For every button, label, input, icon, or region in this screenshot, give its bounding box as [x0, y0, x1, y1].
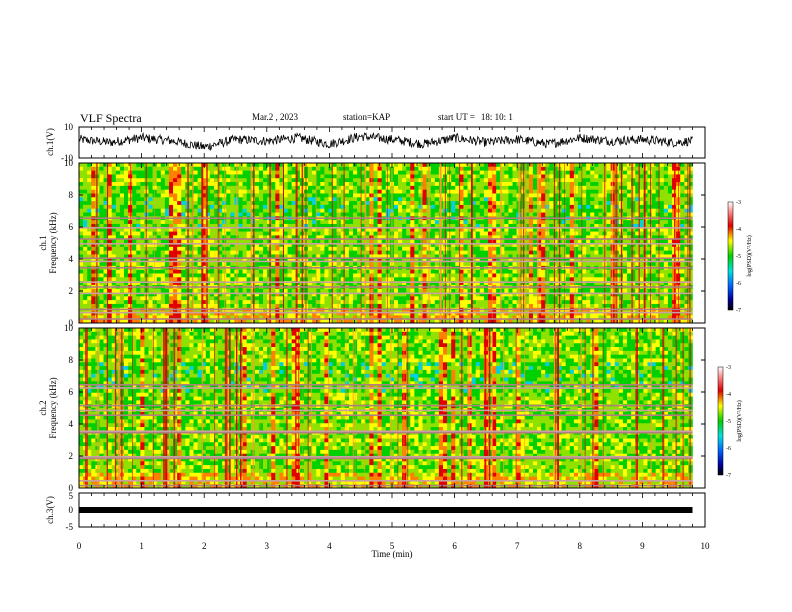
ch1-spec-ylabel: Frequency (kHz) [48, 212, 58, 273]
ch1-ytick-bottom: -10 [61, 153, 73, 163]
ch1-ylabel: ch.1(V) [45, 128, 55, 156]
ch2-band-9 [79, 387, 693, 389]
x-tick-label: 6 [452, 541, 457, 551]
x-tick-label: 5 [390, 541, 395, 551]
ch2-colorbar-label: log(PSD)(V²/Hz) [736, 400, 743, 441]
ch1-band-3 [79, 292, 693, 295]
station-info: station=KAP [343, 112, 390, 122]
ch3-ytick-bottom: -5 [66, 522, 74, 532]
ch1-waveform-panel: 10 -10 ch.1(V) [45, 122, 706, 163]
ch2-band-10 [79, 384, 693, 386]
ch1-spec-ytick: 10 [64, 158, 74, 168]
ch2-colorbar [717, 366, 724, 476]
start-info: start UT = 18: 10: 1 [438, 112, 513, 122]
ch1-band-12 [79, 217, 693, 219]
ch1-frame [78, 126, 706, 159]
x-tick-label: 7 [515, 541, 520, 551]
x-tick-label: 1 [139, 541, 144, 551]
ch2-spec-ylabel: Frequency (kHz) [48, 377, 58, 438]
x-tick-label: 3 [265, 541, 270, 551]
ch1-colorbar-tick: -5 [736, 254, 741, 260]
ch2-spec-ytick: 8 [69, 355, 74, 365]
date-label: Mar.2 , 2023 [252, 112, 298, 122]
ch1-band-11 [79, 227, 693, 229]
ch3-panel: 5 0 -5 ch.3(V) [45, 491, 706, 532]
ch2-colorbar-tick: -4 [726, 392, 731, 398]
chart-title: VLF Spectra [80, 111, 142, 125]
x-tick-label: 8 [578, 541, 583, 551]
ch1-colorbar-tick: -6 [736, 281, 741, 287]
ch1-colorbar-tick: -4 [736, 227, 741, 233]
ch1-colorbar-tick: -7 [736, 308, 741, 314]
ch1-colorbar-tick: -3 [736, 200, 741, 206]
ch3-ylabel: ch.3(V) [45, 496, 55, 524]
ch1-colorbar-label: log(PSD)(V²/Hz) [746, 235, 753, 276]
station-prefix: station= [343, 112, 373, 122]
x-tick-label: 10 [701, 541, 711, 551]
x-axis-label: Time (min) [372, 549, 413, 559]
ch2-band-1 [79, 480, 693, 482]
ch2-colorbar-tick: -3 [726, 365, 731, 371]
ch1-spec-ylabel-top: ch.1 [38, 235, 48, 250]
x-tick-label: 9 [640, 541, 645, 551]
ch1-spec-ytick: 8 [69, 190, 74, 200]
ch2-spec-ytick: 0 [69, 483, 74, 493]
ch1-band-10 [79, 238, 693, 240]
ch1-band-4 [79, 286, 693, 288]
x-axis: 0 1 2 3 4 5 6 7 8 9 10 [77, 127, 710, 551]
ch2-spec-ytick: 4 [69, 419, 74, 429]
ch1-band-1 [79, 311, 693, 314]
x-tick-label: 0 [77, 541, 82, 551]
ch1-series-line [78, 131, 693, 152]
start-time: 18: 10: 1 [480, 112, 513, 122]
ch2-spec-ytick: 6 [69, 387, 74, 397]
x-tick-label: 4 [327, 541, 332, 551]
ch1-spec-ytick: 0 [69, 318, 74, 328]
ch3-ytick-top: 5 [69, 491, 74, 501]
ch2-spec-ytick: 2 [69, 451, 74, 461]
ch1-band-2 [79, 308, 693, 311]
ch3-ytick-mid: 0 [69, 505, 74, 515]
ch2-spec-ylabel-top: ch.2 [38, 400, 48, 415]
ch2-band-8 [79, 404, 693, 407]
ch2-colorbar-tick: -5 [726, 419, 731, 425]
ch1-band-7 [79, 260, 693, 263]
ch1-band-9 [79, 243, 693, 245]
ch1-colorbar [727, 201, 734, 311]
ch2-colorbar-tick: -6 [726, 446, 731, 452]
ch1-spec-ytick: 6 [69, 222, 74, 232]
start-prefix: start UT = [438, 112, 475, 122]
ch2-spec-ytick: 10 [64, 323, 74, 333]
ch1-ytick-top: 10 [64, 122, 74, 132]
ch1-band-8 [79, 257, 693, 259]
ch1-spectrogram-image [79, 163, 705, 324]
ch2-colorbar-tick: -7 [726, 473, 731, 479]
ch1-band-0 [79, 318, 693, 320]
x-tick-label: 2 [202, 541, 207, 551]
ch2-band-5 [79, 430, 693, 432]
ch2-band-0 [79, 484, 693, 487]
ch2-band-6 [79, 414, 693, 416]
ch1-band-6 [79, 267, 693, 269]
ch2-band-3 [79, 456, 693, 458]
ch2-band-2 [79, 457, 693, 460]
ch1-spec-ytick: 2 [69, 286, 74, 296]
ch1-band-5 [79, 281, 693, 283]
ch1-spec-ytick: 4 [69, 254, 74, 264]
ch2-band-4 [79, 432, 693, 434]
ch2-band-7 [79, 409, 693, 412]
ch2-spectrogram-image [79, 328, 705, 489]
station-name: KAP [372, 112, 391, 122]
